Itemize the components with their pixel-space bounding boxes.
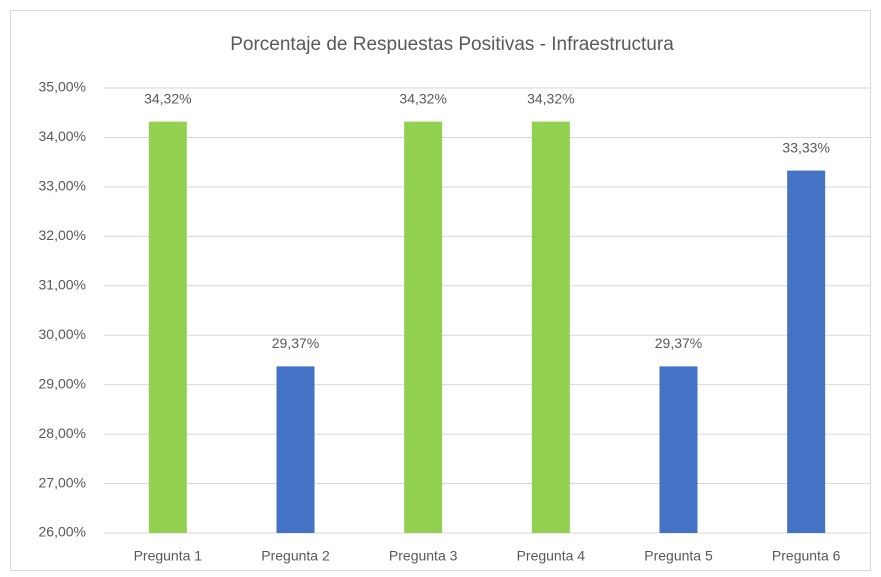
bar [404, 121, 443, 533]
y-tick-label: 30,00% [39, 326, 86, 342]
x-tick-label: Pregunta 2 [261, 548, 330, 564]
x-tick-label: Pregunta 4 [517, 548, 586, 564]
x-tick-label: Pregunta 3 [389, 548, 458, 564]
data-label: 34,32% [399, 90, 446, 106]
y-tick-label: 26,00% [39, 524, 86, 540]
bar [531, 121, 570, 533]
y-tick-label: 29,00% [39, 375, 86, 391]
y-tick-label: 28,00% [39, 425, 86, 441]
y-tick-label: 35,00% [39, 79, 86, 95]
y-tick-label: 34,00% [39, 128, 86, 144]
y-tick-label: 32,00% [39, 227, 86, 243]
bar [148, 121, 187, 533]
data-label: 34,32% [527, 90, 574, 106]
data-label: 29,37% [272, 335, 319, 351]
data-label: 34,32% [144, 90, 191, 106]
x-tick-label: Pregunta 6 [772, 548, 841, 564]
chart-title: Porcentaje de Respuestas Positivas - Inf… [230, 34, 674, 55]
x-tick-label: Pregunta 1 [134, 548, 203, 564]
x-tick-label: Pregunta 5 [644, 548, 713, 564]
y-tick-label: 27,00% [39, 474, 86, 490]
data-label: 29,37% [655, 335, 702, 351]
y-tick-label: 33,00% [39, 178, 86, 194]
bar [276, 366, 315, 533]
bar [659, 366, 698, 533]
bar [787, 170, 826, 534]
data-label: 33,33% [782, 139, 829, 155]
y-tick-label: 31,00% [39, 276, 86, 292]
